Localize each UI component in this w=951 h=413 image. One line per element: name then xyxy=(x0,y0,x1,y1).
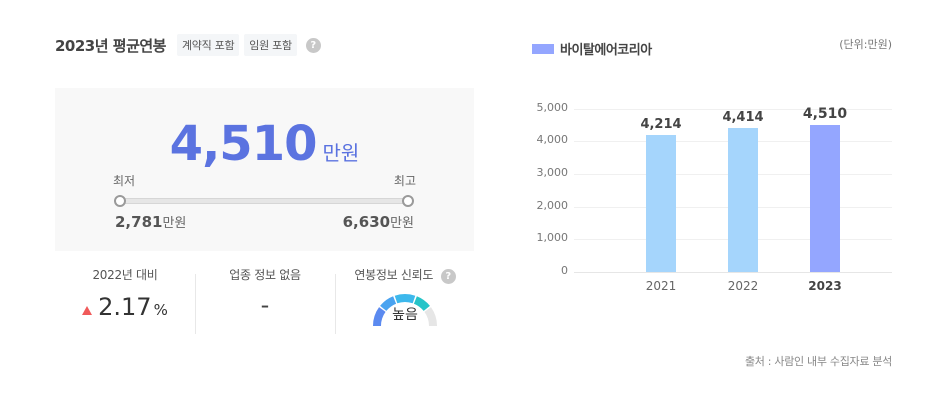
reliability-label: 연봉정보 신뢰도 xyxy=(354,268,434,282)
salary-range-track xyxy=(119,198,409,204)
yoy-value: 2.17 xyxy=(98,293,152,321)
max-salary-unit: 만원 xyxy=(390,216,414,231)
gauge-arc-icon xyxy=(372,294,438,326)
industry-value: - xyxy=(260,291,270,319)
min-knob-icon xyxy=(114,195,126,207)
chart-legend: 바이탈에어코리아 xyxy=(532,39,652,58)
bar-2021[interactable] xyxy=(646,135,676,272)
legend-label: 바이탈에어코리아 xyxy=(560,43,652,58)
average-salary-unit: 만원 xyxy=(322,141,360,165)
industry-label: 업종 정보 없음 xyxy=(229,268,301,282)
bar-2022[interactable] xyxy=(728,128,758,272)
y-tick: 0 xyxy=(561,264,568,277)
help-icon[interactable]: ? xyxy=(440,269,456,284)
page-title: 2023년 평균연봉 xyxy=(55,36,166,55)
bar-2023[interactable] xyxy=(810,125,840,272)
reliability-label-row: 연봉정보 신뢰도 ? xyxy=(335,266,475,284)
data-source: 출처 : 사람인 내부 수집자료 분석 xyxy=(744,355,892,368)
min-salary-value: 2,781 xyxy=(115,213,163,231)
y-tick: 1,000 xyxy=(536,231,569,244)
yoy-label: 2022년 대비 xyxy=(92,268,158,282)
y-tick: 3,000 xyxy=(536,166,569,179)
bar-value-2023: 4,510 xyxy=(802,106,848,122)
average-salary-panel: 4,510 만원 최저 최고 2,781만원 6,630만원 xyxy=(55,88,474,251)
average-salary: 4,510 만원 xyxy=(55,116,474,172)
legend-swatch-icon xyxy=(532,43,554,54)
tag-contract-included: 계약직 포함 xyxy=(176,34,240,56)
max-salary-value: 6,630 xyxy=(342,213,391,231)
bar-value-2022: 4,414 xyxy=(722,110,764,125)
salary-summary-header: 2023년 평균연봉 계약직 포함 임원 포함 ? xyxy=(55,30,475,60)
salary-stats: 2022년 대비 2.17% 업종 정보 없음 - 연봉정보 신뢰도 ? xyxy=(55,266,475,334)
x-label-2022: 2022 xyxy=(727,279,759,293)
min-salary: 2,781만원 xyxy=(115,212,186,231)
chart-unit: (단위:만원) xyxy=(839,38,892,51)
y-tick: 5,000 xyxy=(536,101,569,114)
x-axis-line xyxy=(574,272,892,273)
divider xyxy=(195,274,196,334)
help-icon[interactable]: ? xyxy=(305,37,321,53)
tag-executive-included: 임원 포함 xyxy=(244,34,297,56)
arrow-up-icon xyxy=(82,306,93,315)
max-label: 최고 xyxy=(393,174,416,188)
gridline xyxy=(574,109,892,110)
reliability-stat: 연봉정보 신뢰도 ? 높음 xyxy=(335,266,475,326)
reliability-gauge: 높음 xyxy=(369,290,441,326)
bar-value-2021: 4,214 xyxy=(640,117,682,132)
y-tick: 2,000 xyxy=(536,199,569,212)
x-label-2021: 2021 xyxy=(645,279,677,293)
max-knob-icon xyxy=(402,195,414,207)
yoy-unit: % xyxy=(153,301,168,319)
yoy-stat: 2022년 대비 2.17% xyxy=(55,266,195,321)
divider xyxy=(335,274,336,334)
reliability-value: 높음 xyxy=(392,307,418,323)
y-tick: 4,000 xyxy=(536,133,569,146)
min-salary-unit: 만원 xyxy=(162,216,187,231)
yoy-change: 2.17% xyxy=(55,293,195,321)
x-label-2023: 2023 xyxy=(808,279,842,293)
average-salary-value: 4,510 xyxy=(169,116,318,172)
min-label: 최저 xyxy=(113,174,136,188)
salary-bar-chart: 5,000 4,000 3,000 2,000 1,000 0 4,214 4,… xyxy=(530,95,892,300)
industry-stat: 업종 정보 없음 - xyxy=(195,266,335,319)
max-salary: 6,630만원 xyxy=(343,212,414,231)
